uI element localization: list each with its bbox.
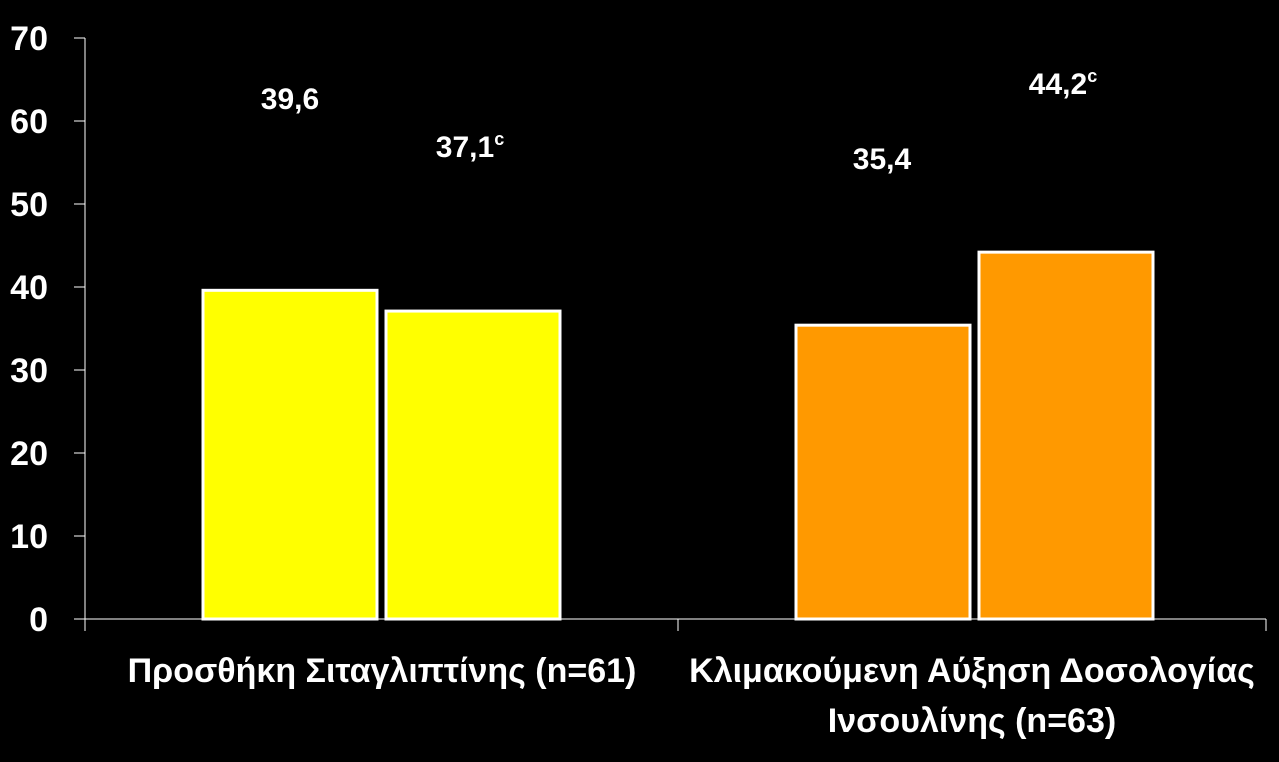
data-label-value: 37,1 [436, 131, 494, 164]
y-tick-label: 70 [10, 20, 48, 58]
data-label: 37,1c [436, 129, 504, 164]
category-labels: Προσθήκη Σιταγλιπτίνης (n=61) Κλιμακούμεν… [128, 652, 1255, 740]
data-label: 44,2c [1029, 66, 1097, 101]
bar [794, 323, 972, 621]
data-label: 39,6 [261, 83, 319, 116]
bars [201, 250, 1155, 621]
y-tick-label: 10 [10, 518, 48, 556]
y-tick-label: 20 [10, 435, 48, 473]
y-tick-label: 50 [10, 186, 48, 224]
bar [201, 288, 379, 621]
category-label: Προσθήκη Σιταγλιπτίνης (n=61) [128, 652, 637, 690]
data-label-value: 44,2 [1029, 68, 1087, 101]
bar [384, 309, 562, 621]
category-label: Ινσουλίνης (n=63) [828, 702, 1116, 740]
data-label: 35,4 [853, 143, 912, 176]
y-tick-label: 30 [10, 352, 48, 390]
bar [977, 250, 1155, 621]
category-label: Κλιμακούμενη Αύξηση Δοσολογίας [689, 652, 1255, 690]
data-label-note: c [1087, 66, 1097, 86]
y-tick-label: 0 [29, 601, 48, 639]
y-tick-label: 40 [10, 269, 48, 307]
data-label-value: 39,6 [261, 83, 319, 116]
data-label-value: 35,4 [853, 143, 912, 176]
axes [74, 37, 1267, 631]
y-axis-ticks: 0 10 20 30 40 50 60 70 [10, 20, 48, 639]
data-label-note: c [494, 129, 504, 149]
y-tick-label: 60 [10, 103, 48, 141]
